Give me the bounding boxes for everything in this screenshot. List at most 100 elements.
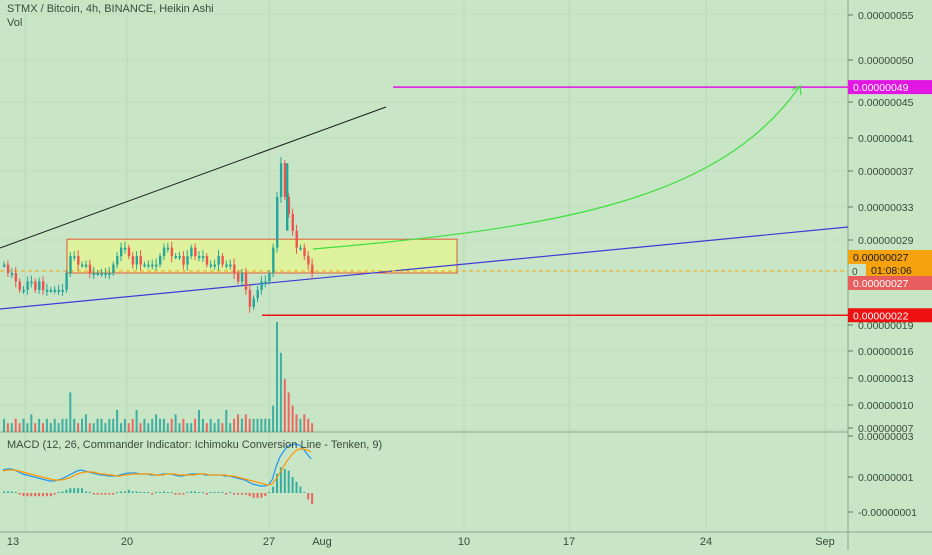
volume-bar [240,418,243,432]
candle-body [143,264,146,267]
volume-bar [244,414,247,432]
volume-bar [100,418,103,432]
time-axis-label: 20 [121,536,133,548]
macd-histogram-bar [77,488,80,493]
candle-body [127,247,131,257]
candle-body [240,273,244,282]
stop-price-tag: 0.00000022 [853,310,909,322]
signal-line [2,448,312,486]
volume-bar [34,423,37,432]
candle-body [18,281,21,290]
candle-body [244,273,248,290]
candle-body [186,256,189,265]
macd-histogram-bar [248,493,251,497]
volume-bar [295,414,298,432]
axis-zero-fragment: 0 [852,267,858,278]
macd-histogram-bar [260,493,263,498]
macd-histogram-bar [57,492,60,493]
candle-body [174,256,177,259]
symbol-header[interactable]: STMX / Bitcoin, 4h, BINANCE, Heikin Ashi [7,3,214,15]
volume-bar [139,423,142,432]
macd-histogram-bar [311,493,314,505]
candle-body [151,264,154,267]
candle-body [256,289,259,299]
volume-bar [190,423,193,432]
time-axis-label: Aug [312,536,332,548]
candle-body [139,256,142,265]
volume-bar [166,423,169,432]
macd-histogram-bar [186,492,189,493]
macd-histogram-bar [135,491,138,493]
candle-body [112,264,115,273]
price-axis-label: 0.00000016 [858,346,914,358]
macd-histogram-bar [295,481,298,493]
macd-histogram-bar [81,488,83,493]
candle-body [42,281,45,290]
candle-body [53,289,57,292]
volume-bar [3,418,5,432]
macd-histogram-bar [45,493,48,497]
volume-bar [283,379,286,432]
current-price-tag-bg [848,276,932,290]
macd-histogram-bar [53,493,56,495]
macd-histogram-bar [264,493,267,497]
macd-axis-label: -0.00000001 [858,507,917,519]
last-price-tag: 0.00000027 [853,252,909,264]
candle-body [194,247,197,257]
candle-body [233,264,236,273]
macd-histogram-bar [139,492,142,493]
candle-body [65,273,68,290]
volume-bar [229,423,232,432]
price-axis-label: 0.00000045 [858,97,914,109]
volume-bar [159,418,161,432]
volume-bar [6,423,9,432]
volume-bar [276,322,278,432]
macd-histogram-bar [18,493,21,495]
candle-body [88,264,92,273]
macd-histogram-bar [84,491,87,493]
macd-histogram-bar [244,493,247,495]
upper-trendline [0,106,387,249]
macd-histogram-bar [3,491,5,493]
countdown-tag-bg [866,264,932,277]
macd-histogram-bar [303,492,306,493]
volume-bar [178,423,181,432]
macd-axis-label: 0.00000003 [858,431,914,443]
volume-bar [57,423,60,432]
macd-indicator-label[interactable]: MACD (12, 26, Commander Indicator: Ichim… [7,439,383,451]
macd-histogram-bar [213,492,216,493]
time-axis-label: 17 [563,536,575,548]
time-axis-label: Sep [815,536,835,548]
macd-histogram-bar [147,492,150,493]
candle-body [100,273,103,275]
candle-body [14,273,18,282]
candle-body [201,256,205,259]
macd-histogram-bar [205,493,208,495]
volume-bar [303,414,306,432]
consolidation-zone [66,238,458,274]
macd-histogram-bar [34,493,37,497]
candle-body [77,256,80,265]
current-price-tag: 0.00000027 [853,278,909,290]
candle-body [209,264,213,267]
time-axis-label: 27 [263,536,275,548]
target-price-tag: 0.00000049 [853,82,909,94]
macd-histogram-bar [307,493,310,500]
volume-bar [205,423,208,432]
candle-body [311,264,314,273]
countdown-tag: 01:08:06 [871,265,912,277]
candle-body [252,298,255,307]
candle-body [135,256,138,265]
macd-histogram-bar [283,469,286,493]
macd-histogram-bar [92,493,95,495]
volume-bar [69,392,72,432]
price-axis-label: 0.00000019 [858,320,914,332]
candle-body [264,281,267,284]
candle-body [182,256,185,265]
volume-indicator-label[interactable]: Vol [7,17,23,29]
price-axis-label: 0.00000050 [858,55,914,67]
candle-body [166,247,170,250]
volume-bar [260,418,263,432]
